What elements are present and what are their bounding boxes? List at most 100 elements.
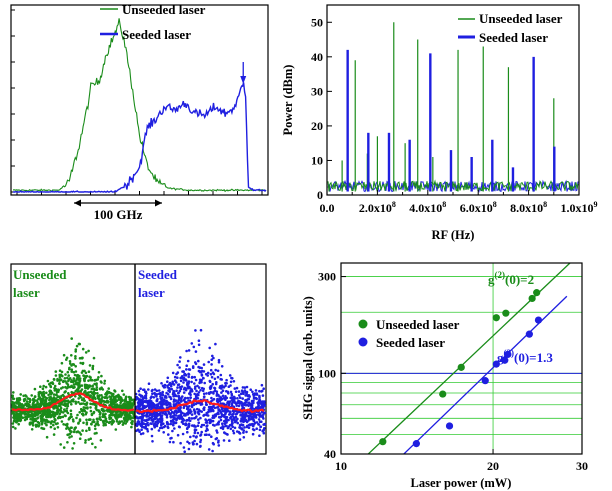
seeded-sample-dot — [251, 390, 254, 394]
seeded-sample-dot — [147, 388, 150, 391]
unseeded-sample-dot — [32, 397, 35, 401]
unseeded-sample-dot — [70, 337, 73, 340]
seeded-sample-dot — [248, 402, 252, 406]
unseeded-sample-dot — [57, 395, 61, 398]
seeded-sample-dot — [212, 372, 216, 376]
unseeded-sample-dot — [107, 421, 111, 425]
unseeded-sample-dot — [66, 441, 69, 444]
seeded-sample-dot — [219, 373, 223, 377]
seeded-sample-dot — [247, 411, 251, 415]
unseeded-sample-dot — [36, 416, 40, 419]
unseeded-sample-dot — [105, 391, 108, 395]
unseeded-sample-dot — [53, 386, 56, 390]
unseeded-sample-dot — [125, 420, 129, 423]
seeded-sample-dot — [147, 418, 151, 421]
seeded-sample-dot — [144, 405, 148, 409]
seeded-sample-dot — [160, 404, 164, 407]
unseeded-sample-dot — [39, 417, 43, 421]
seeded-sample-dot — [178, 360, 181, 363]
unseeded-sample-dot — [71, 418, 75, 421]
seeded-sample-dot — [151, 415, 154, 419]
seeded-sample-dot — [179, 441, 182, 445]
unseeded-sample-dot — [69, 412, 73, 416]
unseeded-sample-dot — [103, 396, 107, 399]
unseeded-sample-dot — [80, 409, 84, 413]
unseeded-sample-dot — [52, 377, 56, 381]
seeded-sample-dot — [195, 389, 198, 393]
seeded-sample-dot — [211, 399, 214, 402]
unseeded-sample-dot — [42, 419, 45, 422]
unseeded-sample-dot — [36, 420, 40, 424]
unseeded-sample-dot — [93, 382, 96, 386]
unseeded-sample-dot — [96, 392, 99, 395]
unseeded-sample-dot — [25, 417, 29, 421]
fit-seeded-line — [402, 295, 568, 454]
seeded-sample-dot — [178, 366, 181, 369]
seeded-sample-dot — [243, 413, 246, 417]
seeded-sample-dot — [198, 445, 202, 448]
shg-y-tick-label: 300 — [318, 270, 336, 284]
shg-point-seeded — [504, 350, 512, 358]
seeded-sample-dot — [143, 400, 146, 403]
seeded-sample-dot — [139, 424, 143, 428]
unseeded-sample-dot — [11, 394, 14, 398]
unseeded-panel-label-line2: laser — [13, 285, 40, 300]
unseeded-sample-dot — [103, 415, 107, 419]
seeded-sample-dot — [193, 439, 196, 443]
unseeded-sample-dot — [102, 413, 105, 416]
unseeded-sample-dot — [61, 400, 64, 404]
rf-y-tick-label: 50 — [311, 15, 323, 29]
unseeded-sample-dot — [130, 425, 133, 429]
unseeded-sample-dot — [57, 408, 60, 411]
seeded-sample-dot — [247, 404, 250, 408]
seeded-sample-dot — [219, 426, 223, 430]
seeded-sample-dot — [213, 386, 216, 390]
seeded-sample-dot — [193, 375, 196, 379]
seeded-sample-dot — [190, 342, 194, 345]
seeded-sample-dot — [156, 421, 160, 425]
unseeded-sample-dot — [62, 423, 65, 426]
unseeded-sample-dot — [74, 357, 77, 360]
seeded-sample-dot — [247, 419, 250, 422]
seeded-sample-dot — [196, 431, 200, 435]
unseeded-sample-dot — [100, 387, 103, 390]
seeded-sample-dot — [225, 382, 228, 385]
seeded-sample-dot — [138, 430, 141, 434]
seeded-sample-dot — [172, 440, 175, 444]
unseeded-sample-dot — [22, 411, 25, 415]
unseeded-sample-dot — [40, 402, 44, 405]
unseeded-sample-dot — [105, 396, 109, 400]
seeded-sample-dot — [145, 411, 149, 415]
unseeded-sample-dot — [89, 418, 92, 421]
seeded-sample-dot — [242, 392, 245, 396]
unseeded-sample-dot — [58, 375, 62, 379]
seeded-sample-dot — [221, 427, 225, 431]
seeded-sample-dot — [151, 440, 154, 443]
seeded-sample-dot — [211, 354, 214, 358]
unseeded-sample-dot — [45, 415, 48, 419]
unseeded-sample-dot — [120, 420, 124, 423]
unseeded-sample-dot — [12, 402, 16, 406]
unseeded-sample-dot — [88, 375, 91, 379]
unseeded-sample-dot — [80, 384, 84, 387]
unseeded-sample-dot — [56, 426, 60, 429]
seeded-sample-dot — [146, 421, 149, 425]
unseeded-sample-dot — [49, 397, 53, 400]
seeded-sample-dot — [237, 390, 241, 393]
seeded-sample-dot — [172, 411, 176, 415]
unseeded-sample-dot — [92, 390, 96, 393]
seeded-sample-dot — [243, 415, 247, 419]
seeded-sample-dot — [188, 419, 192, 423]
unseeded-sample-dot — [51, 382, 55, 386]
unseeded-sample-dot — [84, 439, 87, 442]
seeded-sample-dot — [208, 386, 212, 389]
seeded-sample-dot — [187, 424, 191, 427]
unseeded-sample-dot — [78, 437, 82, 441]
unseeded-sample-dot — [66, 370, 70, 374]
seeded-sample-dot — [251, 432, 255, 436]
seeded-sample-dot — [193, 425, 196, 428]
unseeded-sample-dot — [78, 411, 81, 414]
seeded-sample-dot — [247, 423, 251, 427]
unseeded-sample-dot — [78, 379, 82, 383]
unseeded-sample-dot — [59, 404, 62, 408]
